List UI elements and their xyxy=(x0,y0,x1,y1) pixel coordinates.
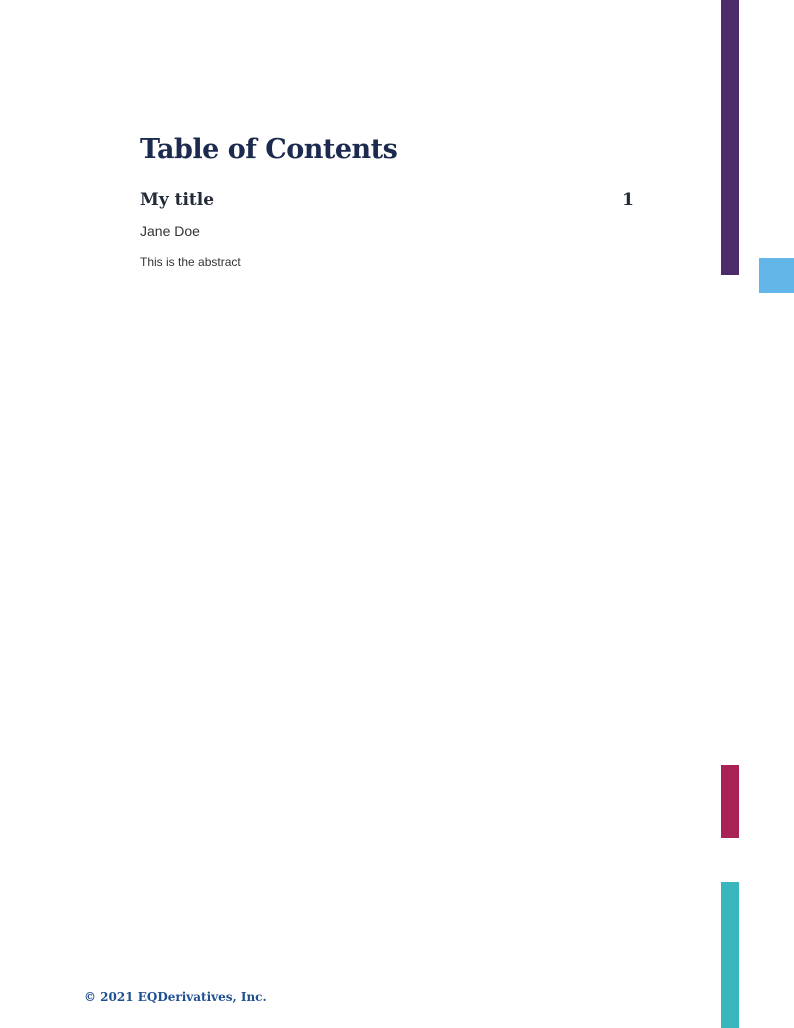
toc-entry-title[interactable]: My title xyxy=(140,190,215,210)
toc-entry-author: Jane Doe xyxy=(140,223,200,239)
decorative-bar-crimson xyxy=(721,765,739,838)
decorative-bar-sky xyxy=(759,258,794,293)
toc-entry-abstract: This is the abstract xyxy=(140,255,241,269)
decorative-bar-teal xyxy=(721,882,739,1028)
copyright-footer: © 2021 EQDerivatives, Inc. xyxy=(84,990,267,1004)
decorative-bar-purple xyxy=(721,0,739,275)
page-title: Table of Contents xyxy=(140,134,398,165)
toc-entry-page-number[interactable]: 1 xyxy=(622,190,634,210)
